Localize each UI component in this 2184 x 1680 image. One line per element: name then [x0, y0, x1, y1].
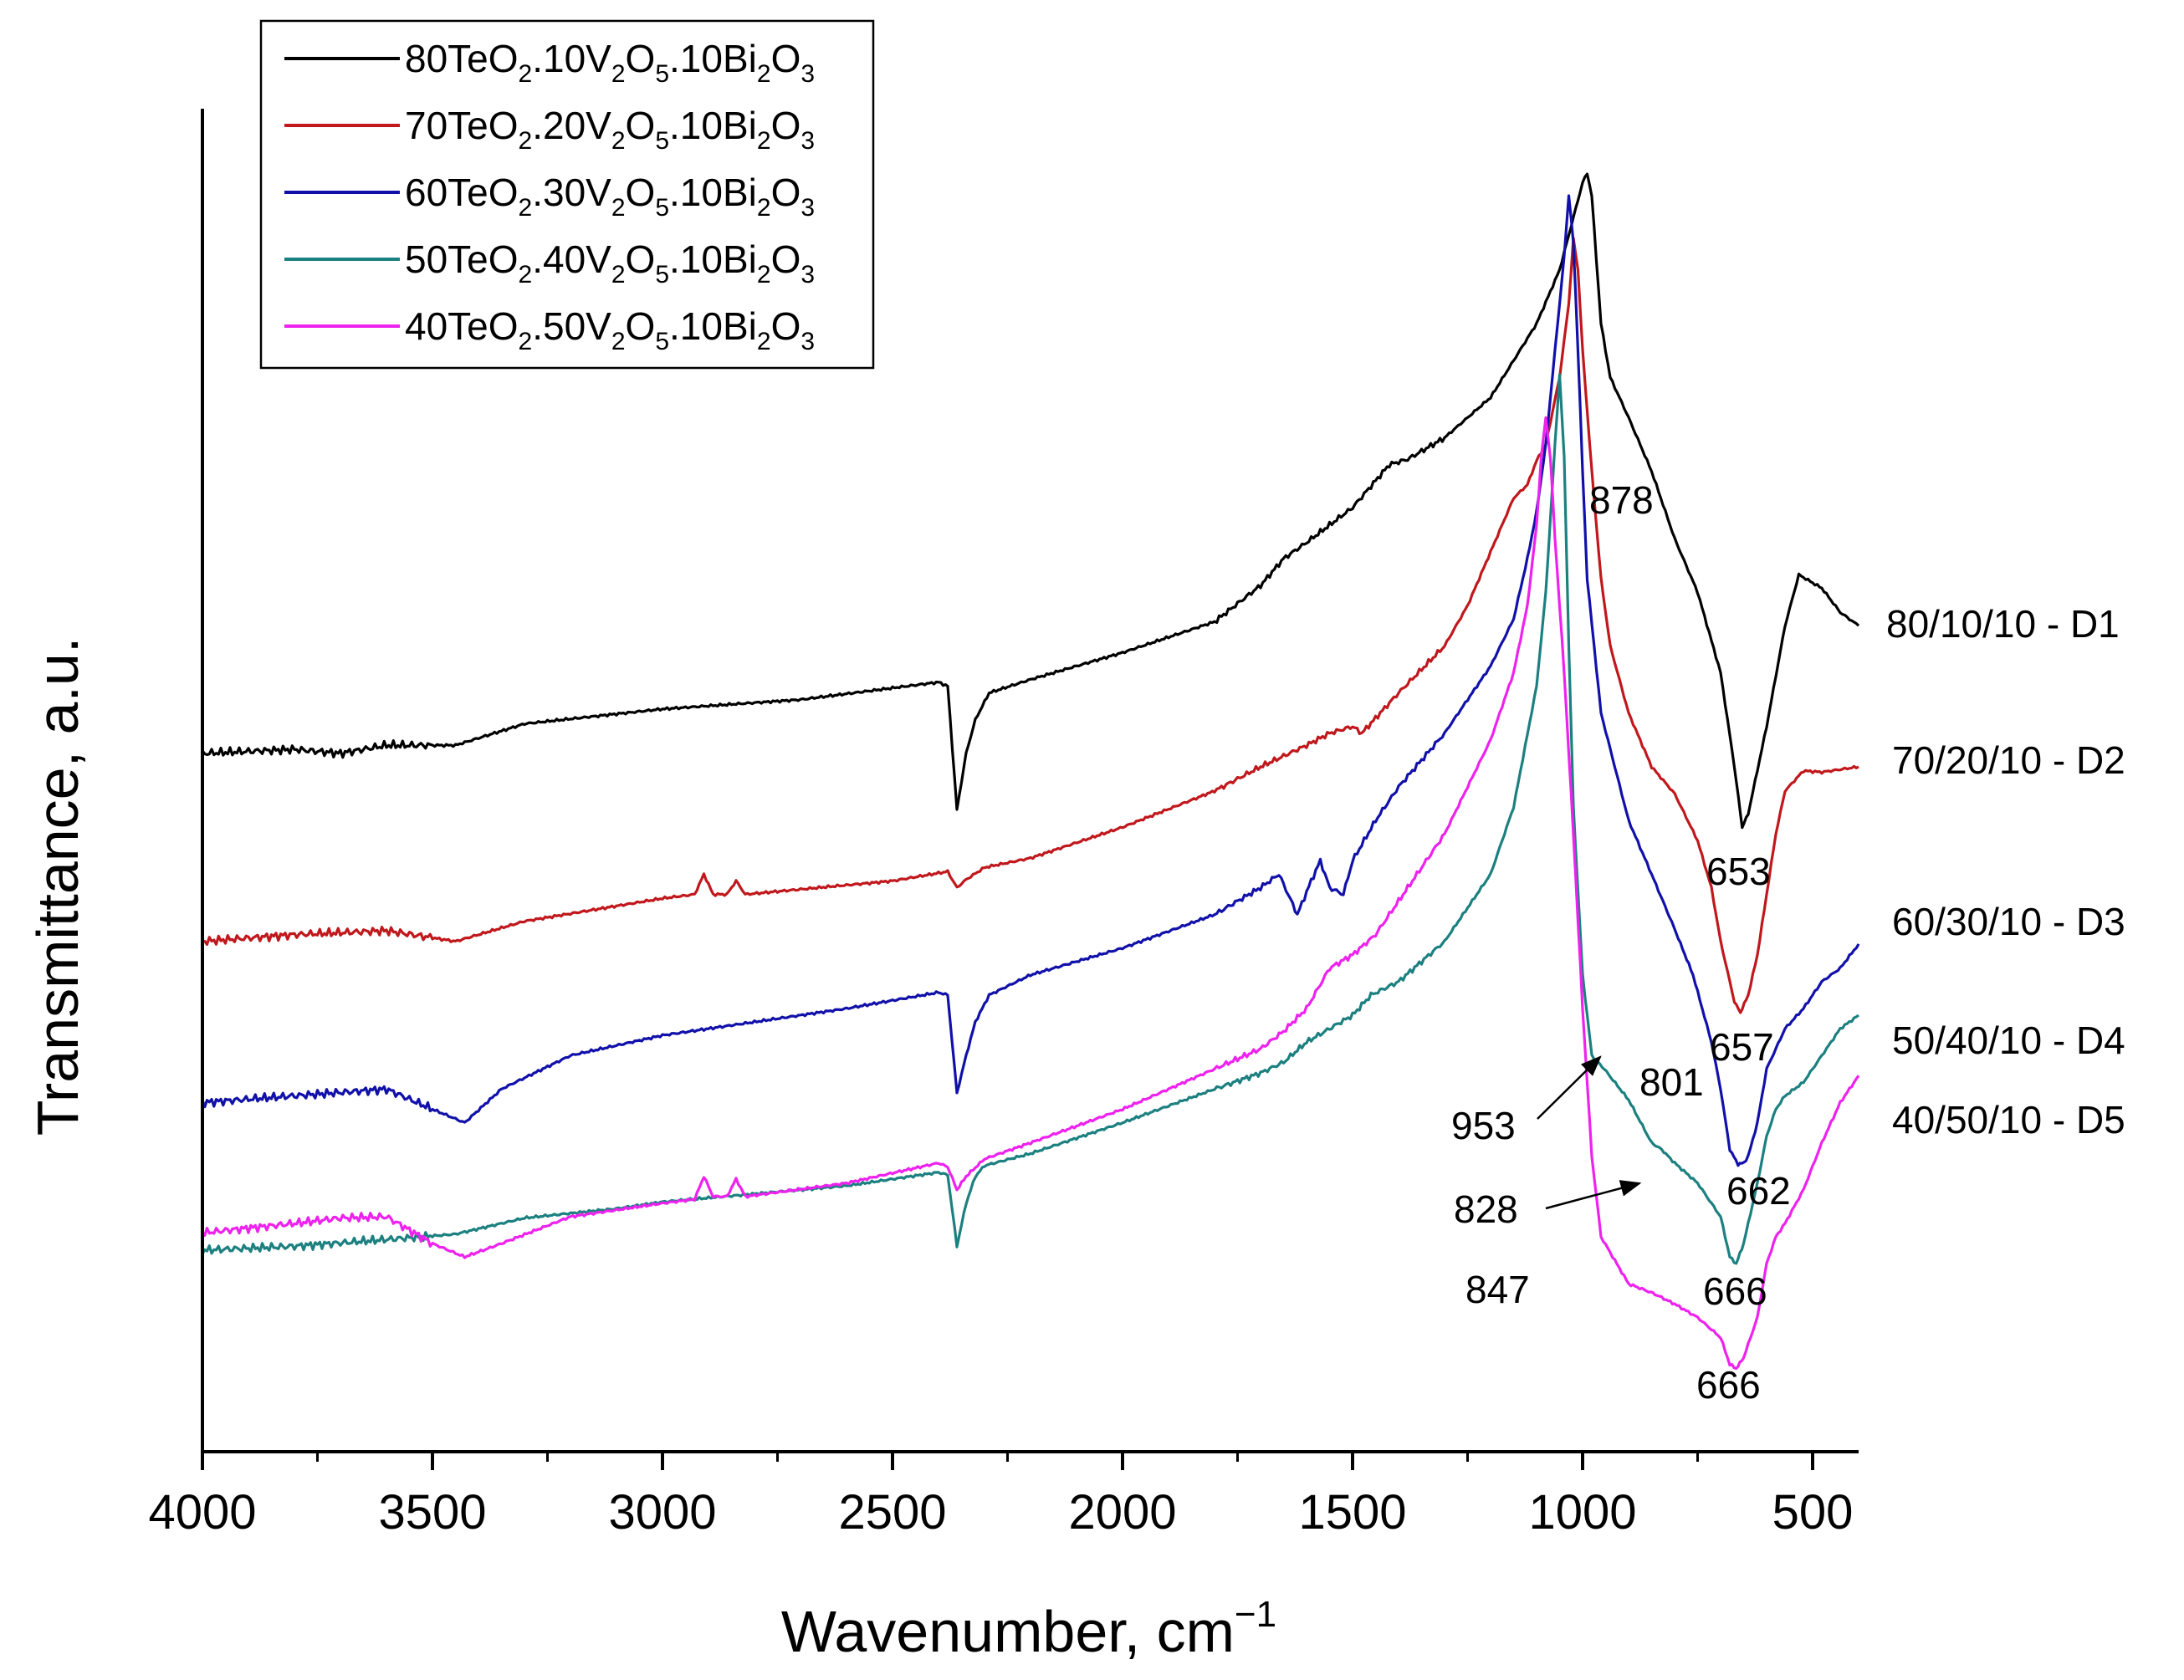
peak-arrow-828 — [1545, 1180, 1642, 1210]
series-line-1 — [201, 172, 1860, 830]
x-tick-label-1000: 1000 — [1528, 1485, 1636, 1540]
legend: 80TeO2.10V2O5.10Bi2O3 70TeO2.20V2O5.10Bi2… — [284, 37, 815, 355]
peak-label-662: 662 — [1726, 1169, 1791, 1213]
peak-label-878: 878 — [1589, 478, 1654, 522]
x-tick-label-1500: 1500 — [1298, 1485, 1406, 1540]
x-tick-label-4000: 4000 — [148, 1485, 256, 1540]
peak-label-953: 953 — [1451, 1104, 1516, 1147]
peak-arrow-953 — [1537, 1055, 1602, 1120]
x-tick-label-3000: 3000 — [608, 1485, 716, 1540]
series-line-4 — [201, 373, 1859, 1265]
legend-label-5: 40TeO2.50V2O5.10Bi2O3 — [405, 304, 815, 355]
peak-label-657: 657 — [1710, 1025, 1774, 1069]
peak-label-847: 847 — [1465, 1268, 1530, 1311]
peak-label-666: 666 — [1696, 1363, 1761, 1407]
legend-label-2: 70TeO2.20V2O5.10Bi2O3 — [405, 104, 815, 155]
legend-label-1: 80TeO2.10V2O5.10Bi2O3 — [405, 37, 815, 88]
series-line-3 — [201, 194, 1860, 1167]
series-end-label-5: 40/50/10 - D5 — [1892, 1098, 2125, 1141]
x-axis-title-superscript: −1 — [1235, 1594, 1276, 1635]
y-axis-title: Transmittance, a.u. — [25, 637, 90, 1136]
series-line-2 — [202, 237, 1859, 1014]
series-labels: 80/10/10 - D1 70/20/10 - D2 60/30/10 - D3 5… — [1886, 602, 2125, 1141]
series-end-label-1: 80/10/10 - D1 — [1886, 602, 2120, 646]
x-ticks: 4000 3500 3000 2500 2000 1500 1000 500 — [148, 1452, 1853, 1540]
peak-label-828: 828 — [1454, 1187, 1518, 1231]
x-tick-label-500: 500 — [1772, 1485, 1854, 1540]
peak-label-666: 666 — [1703, 1269, 1767, 1313]
legend-label-4: 50TeO2.40V2O5.10Bi2O3 — [405, 237, 815, 289]
peak-label-653: 653 — [1706, 850, 1771, 893]
x-axis-title: Wavenumber, cm−1 — [781, 1594, 1276, 1664]
series-line-5 — [201, 416, 1860, 1371]
legend-label-3: 60TeO2.30V2O5.10Bi2O3 — [405, 171, 815, 222]
series-end-label-4: 50/40/10 - D4 — [1892, 1019, 2125, 1062]
peak-label-801: 801 — [1639, 1060, 1704, 1104]
x-tick-label-3500: 3500 — [378, 1485, 486, 1540]
legend-box — [259, 19, 875, 370]
curves — [201, 172, 1860, 1371]
x-tick-label-2000: 2000 — [1068, 1485, 1176, 1540]
series-end-label-2: 70/20/10 - D2 — [1892, 738, 2125, 782]
series-end-label-3: 60/30/10 - D3 — [1892, 900, 2125, 943]
x-tick-label-2500: 2500 — [838, 1485, 946, 1540]
